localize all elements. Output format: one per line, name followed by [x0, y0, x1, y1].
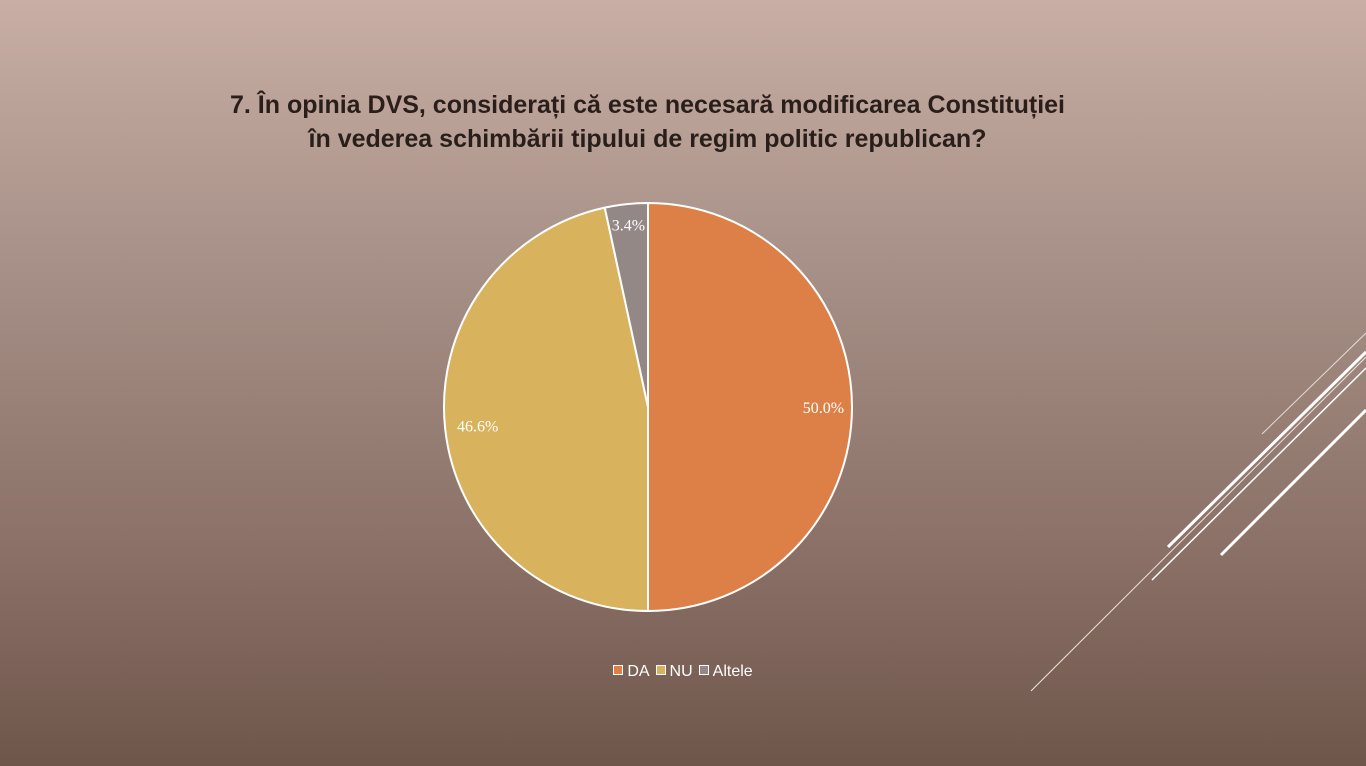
data-label-altele: 3.4% — [612, 217, 645, 234]
legend-swatch-da — [613, 665, 624, 675]
data-label-nu: 46.6% — [457, 418, 498, 435]
chart-title: 7. În opinia DVS, considerați că este ne… — [150, 88, 1145, 156]
pie-slice-nu — [443, 206, 649, 613]
legend-item-altele: Altele — [698, 663, 753, 681]
pie-slice-da — [647, 201, 853, 613]
legend-item-nu: NU — [655, 663, 693, 681]
legend-swatch-nu — [655, 665, 666, 675]
legend-label-da: DA — [627, 663, 650, 680]
legend-swatch-altele — [698, 665, 709, 675]
chart-title-line-1: 7. În opinia DVS, considerați că este ne… — [230, 91, 1065, 119]
chart-legend: DA NU Altele — [0, 663, 1366, 681]
data-label-da: 50.0% — [803, 400, 844, 417]
legend-label-nu: NU — [669, 663, 693, 680]
chart-title-line-2: în vederea schimbării tipului de regim p… — [308, 125, 987, 153]
legend-label-altele: Altele — [712, 663, 753, 680]
pie-slice-altele — [603, 201, 649, 408]
legend-item-da: DA — [613, 663, 650, 681]
